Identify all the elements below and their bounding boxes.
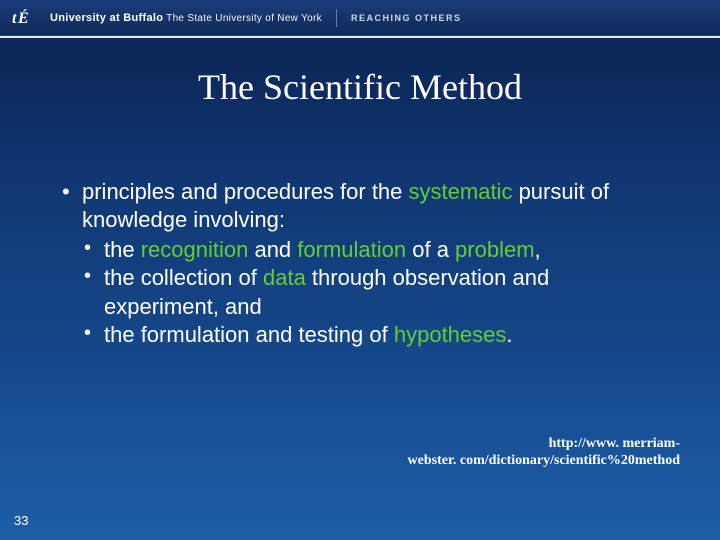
keyword-problem: problem: [455, 237, 534, 262]
ub-logo-icon: t É: [12, 8, 42, 28]
keyword-hypotheses: hypotheses: [394, 322, 507, 347]
text-segment: and: [248, 237, 297, 262]
keyword-recognition: recognition: [141, 237, 249, 262]
content-area: principles and procedures for the system…: [60, 178, 670, 349]
page-number: 33: [14, 513, 28, 528]
institution-name: University at Buffalo The State Universi…: [50, 12, 322, 24]
text-segment: of a: [406, 237, 455, 262]
text-segment: principles and procedures for the: [82, 179, 409, 204]
header-divider: [336, 9, 337, 27]
keyword-systematic: systematic: [409, 179, 513, 204]
tagline: REACHING OTHERS: [351, 13, 462, 23]
svg-text:t: t: [12, 10, 17, 27]
citation: http://www. merriam- webster. com/dictio…: [408, 436, 680, 470]
sub-bullet-list: the recognition and formulation of a pro…: [82, 236, 670, 349]
text-segment: the formulation and testing of: [104, 322, 394, 347]
keyword-data: data: [263, 265, 306, 290]
institution-bold: University at Buffalo: [50, 12, 163, 24]
text-segment: ,: [535, 237, 541, 262]
sub-bullet: the recognition and formulation of a pro…: [82, 236, 670, 264]
slide-title: The Scientific Method: [0, 66, 720, 108]
text-segment: the: [104, 237, 141, 262]
header-underline: [0, 36, 720, 38]
text-segment: the collection of: [104, 265, 263, 290]
main-bullet-list: principles and procedures for the system…: [60, 178, 670, 349]
logo-block: t É University at Buffalo The State Univ…: [12, 8, 322, 28]
header-bar: t É University at Buffalo The State Univ…: [0, 0, 720, 36]
keyword-formulation: formulation: [297, 237, 406, 262]
citation-line-1: http://www. merriam-: [549, 436, 680, 451]
main-bullet: principles and procedures for the system…: [60, 178, 670, 349]
svg-text:É: É: [17, 8, 29, 27]
text-segment: .: [506, 322, 512, 347]
citation-line-2: webster. com/dictionary/scientific%20met…: [408, 453, 680, 468]
sub-bullet: the collection of data through observati…: [82, 264, 670, 320]
institution-light: The State University of New York: [163, 13, 322, 24]
sub-bullet: the formulation and testing of hypothese…: [82, 321, 670, 349]
